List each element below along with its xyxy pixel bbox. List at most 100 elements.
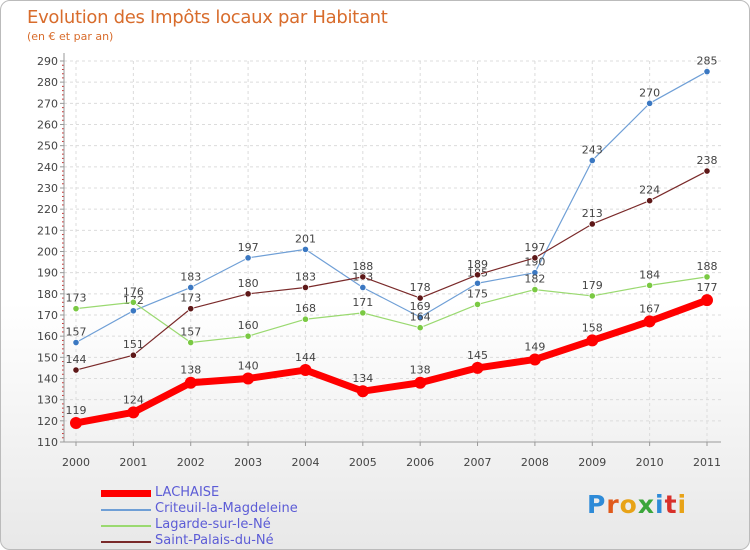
proxiti-logo: Proxiti	[587, 490, 687, 519]
x-tick-label: 2009	[578, 456, 606, 469]
data-point	[244, 290, 252, 298]
data-label: 169	[410, 300, 431, 313]
data-label: 138	[180, 364, 201, 377]
data-point	[187, 338, 195, 347]
data-point	[588, 292, 596, 300]
data-label: 144	[66, 353, 87, 366]
y-tick-label: 220	[37, 203, 58, 216]
y-tick-label: 180	[37, 288, 58, 301]
data-point	[646, 281, 654, 289]
legend-swatch	[101, 525, 151, 527]
x-tick-label: 2008	[521, 456, 549, 469]
x-tick-label: 2004	[291, 456, 319, 469]
data-point	[187, 283, 195, 292]
x-tick-label: 2002	[177, 456, 205, 469]
x-tick-label: 2006	[406, 456, 434, 469]
x-tick-label: 2001	[119, 456, 147, 469]
data-point	[416, 324, 424, 332]
legend-swatch	[101, 490, 151, 497]
data-point	[471, 361, 484, 374]
data-label: 164	[410, 311, 431, 324]
data-point	[301, 245, 310, 253]
y-tick-label: 290	[37, 55, 58, 68]
data-label: 180	[238, 277, 259, 290]
y-tick-label: 240	[37, 161, 58, 174]
legend-label: Saint-Palais-du-Né	[155, 533, 274, 548]
data-label: 124	[123, 393, 144, 406]
data-point	[359, 273, 367, 281]
data-point	[127, 406, 140, 419]
data-label: 285	[697, 55, 718, 68]
data-point	[414, 376, 427, 389]
y-tick-label: 260	[37, 119, 58, 132]
data-point	[646, 197, 654, 205]
y-tick-label: 280	[37, 76, 58, 89]
data-label: 179	[582, 279, 603, 292]
data-point	[72, 366, 80, 374]
data-point	[531, 254, 539, 262]
y-tick-label: 140	[37, 373, 58, 386]
data-label: 138	[410, 364, 431, 377]
x-tick-label: 2010	[636, 456, 664, 469]
data-point	[299, 364, 312, 377]
data-point	[356, 385, 369, 398]
y-tick-label: 150	[37, 351, 58, 364]
data-label: 189	[467, 258, 488, 271]
x-tick-label: 2003	[234, 456, 262, 469]
data-point	[72, 338, 80, 347]
data-point	[531, 285, 539, 294]
data-label: 144	[295, 351, 316, 364]
data-label: 168	[295, 302, 316, 315]
legend-label: Criteuil-la-Magdeleine	[155, 501, 298, 516]
data-label: 224	[639, 184, 660, 197]
data-label: 171	[352, 296, 373, 309]
data-label: 183	[180, 270, 201, 283]
y-tick-label: 160	[37, 330, 58, 343]
data-label: 151	[123, 338, 144, 351]
data-label: 177	[697, 281, 718, 294]
y-tick-label: 230	[37, 182, 58, 195]
legend-label: Lagarde-sur-le-Né	[155, 517, 271, 532]
data-point	[703, 273, 711, 281]
data-point	[588, 156, 596, 165]
data-label: 173	[180, 292, 201, 305]
y-tick-label: 210	[37, 224, 58, 237]
legend-swatch	[101, 509, 151, 511]
logo-letter: i	[677, 490, 688, 519]
data-point	[416, 294, 424, 302]
data-point	[70, 416, 82, 429]
data-label: 119	[66, 404, 87, 417]
x-tick-label: 2005	[349, 456, 377, 469]
y-tick-label: 120	[37, 415, 58, 428]
data-label: 167	[639, 302, 660, 315]
data-label: 134	[352, 372, 373, 385]
logo-letter: o	[619, 490, 638, 519]
data-label: 140	[238, 360, 259, 373]
data-point	[242, 372, 255, 385]
data-point	[643, 315, 656, 328]
legend-label: LACHAISE	[155, 485, 220, 500]
series-line	[75, 170, 708, 371]
chart-subtitle: (en € et par an)	[27, 30, 114, 43]
data-label: 188	[697, 260, 718, 273]
x-tick-label: 2000	[62, 456, 90, 469]
data-label: 157	[66, 326, 87, 339]
data-label: 157	[180, 326, 201, 339]
data-label: 160	[238, 319, 259, 332]
data-label: 197	[238, 241, 259, 254]
data-point	[72, 305, 80, 313]
logo-letter: x	[637, 490, 655, 519]
data-point	[129, 351, 137, 359]
data-point	[473, 271, 482, 279]
data-label: 175	[467, 287, 488, 300]
y-tick-label: 190	[37, 267, 58, 280]
data-label: 183	[295, 270, 316, 283]
y-tick-label: 270	[37, 97, 58, 110]
x-tick-label: 2007	[464, 456, 492, 469]
data-label: 178	[410, 281, 431, 294]
data-point	[129, 307, 137, 315]
logo-letter: i	[655, 490, 665, 519]
logo-letter: t	[664, 490, 678, 519]
